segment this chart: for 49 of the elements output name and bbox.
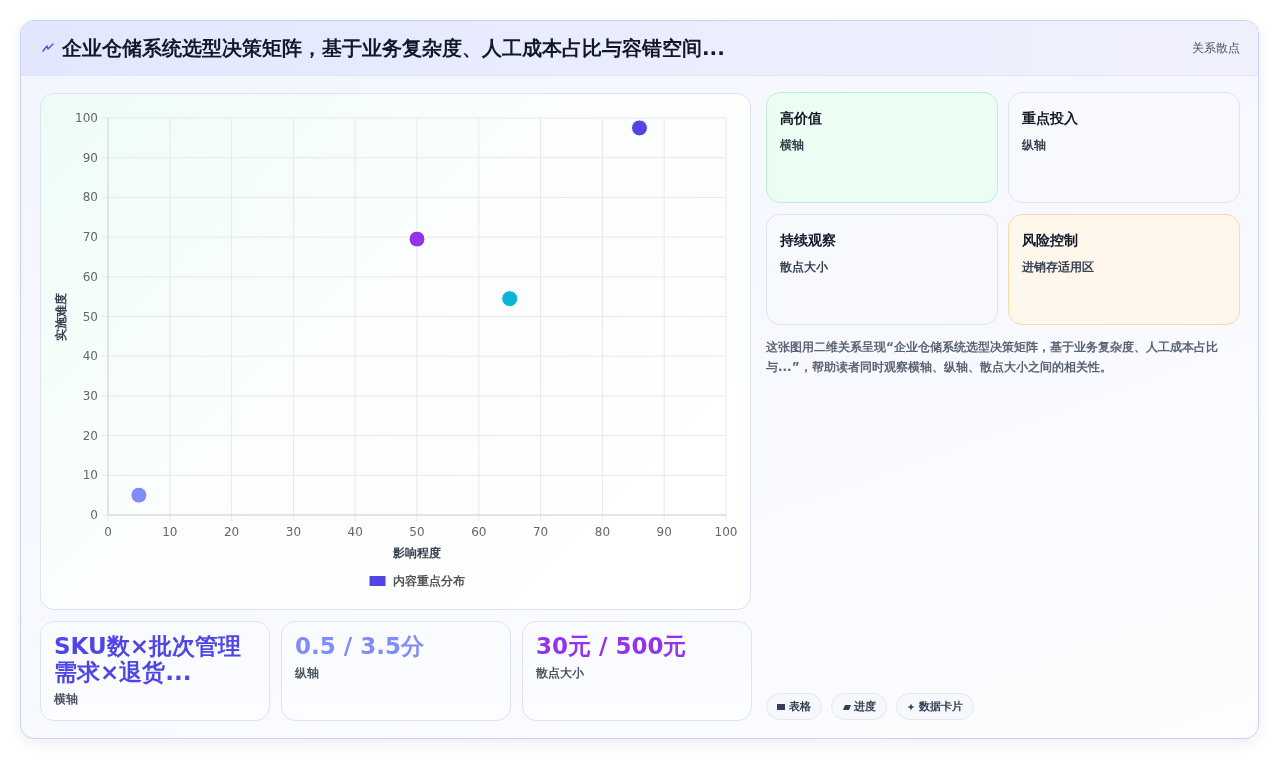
y-tick-label: 80 (82, 190, 98, 205)
y-tick-label: 70 (82, 230, 98, 245)
point (630, 119, 648, 137)
x-tick-label: 40 (347, 525, 363, 539)
y-tick-label: 90 (82, 150, 98, 165)
text: 横轴 (780, 137, 804, 153)
chart-title: 企业仓储系统选型决策矩阵，基于业务复杂度、人工成本占比与容错空间... (62, 35, 725, 61)
text: 这张图用二维关系呈现“企业仓储系统选型决策矩阵，基于业务复杂度、人工成本占比与...”，帮助读者同时观察横轴、纵轴、散点大小之间的相关性。 (766, 339, 1219, 376)
point (130, 486, 148, 504)
text: 高价值 (780, 109, 822, 127)
x-tick-label: 100 (714, 525, 738, 539)
text: 表格 (789, 699, 811, 714)
text: 纵轴 (295, 665, 320, 681)
x-tick-label: 20 (223, 525, 240, 539)
text: 散点大小 (780, 259, 828, 275)
point (408, 230, 426, 248)
y-tick-label: 10 (82, 468, 98, 483)
y-tick-label: 0 (90, 508, 98, 522)
x-tick-label: 10 (162, 525, 178, 539)
y-tick-label: 50 (82, 309, 98, 324)
text: 重点投入 (1022, 109, 1078, 127)
x-tick-label: 50 (409, 525, 425, 539)
y-tick-label: 100 (75, 111, 98, 125)
text: 散点大小 (536, 665, 585, 681)
point (501, 290, 519, 308)
legend-label: 内容重点分布 (392, 574, 465, 588)
y-tick-label: 60 (82, 269, 98, 284)
text: 横轴 (54, 691, 79, 707)
x-tick-label: 70 (532, 525, 549, 539)
x-tick-label: 30 (285, 525, 302, 539)
x-axis-title: 影响程度 (392, 546, 441, 560)
text: 关系散点 (1192, 40, 1240, 56)
text: 30元 / 500元 (536, 633, 688, 659)
x-tick-label: 80 (594, 525, 611, 539)
text: 0.5 / 3.5分 (295, 633, 425, 659)
text: 风险控制 (1022, 231, 1078, 249)
x-tick-label: 90 (656, 525, 672, 539)
text: 纵轴 (1022, 137, 1046, 153)
text: SKU数×批次管理需求×退货... (54, 633, 242, 685)
text: 进度 (854, 699, 876, 714)
y-tick-label: 20 (82, 428, 98, 443)
x-tick-label: 60 (471, 525, 487, 539)
y-tick-label: 30 (82, 388, 98, 403)
y-axis-title: 实施难度 (54, 292, 68, 341)
text: 数据卡片 (919, 699, 963, 714)
text: 进销存适用区 (1022, 259, 1094, 275)
text: 持续观察 (780, 231, 836, 249)
y-tick-label: 40 (82, 349, 98, 364)
x-tick-label: 0 (104, 525, 112, 539)
